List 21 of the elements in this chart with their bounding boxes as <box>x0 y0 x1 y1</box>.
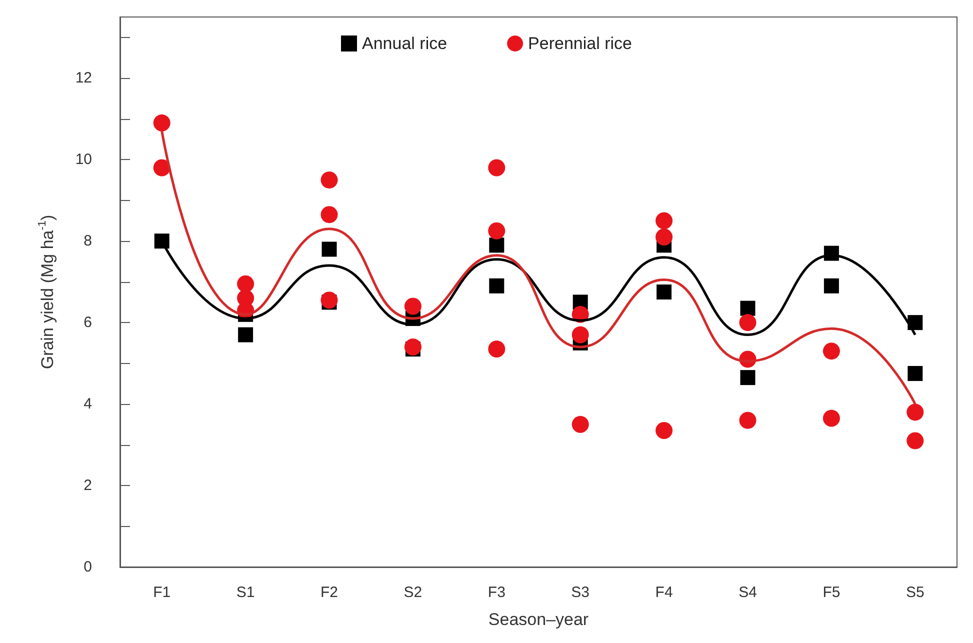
y-tick-label: 6 <box>84 314 92 332</box>
legend-label: Annual rice <box>362 34 448 53</box>
x-tick-label: F1 <box>153 584 171 601</box>
x-axis-title: Season–year <box>488 610 589 629</box>
x-tick-label: S1 <box>236 584 255 601</box>
x-tick-label: S3 <box>571 584 590 601</box>
y-axis-title: Grain yield (Mg ha-1) <box>36 214 57 370</box>
y-tick-label: 12 <box>75 70 92 87</box>
y-tick-label: 4 <box>84 396 92 413</box>
y-tick-label: 10 <box>75 151 92 168</box>
x-tick-label: S2 <box>404 584 422 601</box>
x-tick-label: S4 <box>738 584 757 601</box>
x-tick-label: F4 <box>655 584 673 601</box>
x-tick-label: F5 <box>822 584 840 601</box>
legend-label: Perennial rice <box>528 34 632 53</box>
y-tick-label: 8 <box>84 232 92 250</box>
x-tick-label: F2 <box>320 584 338 601</box>
y-tick-label: 2 <box>84 477 92 494</box>
x-tick-label: S5 <box>906 584 924 601</box>
y-tick-label: 0 <box>84 558 92 576</box>
x-tick-label: F3 <box>488 584 506 601</box>
